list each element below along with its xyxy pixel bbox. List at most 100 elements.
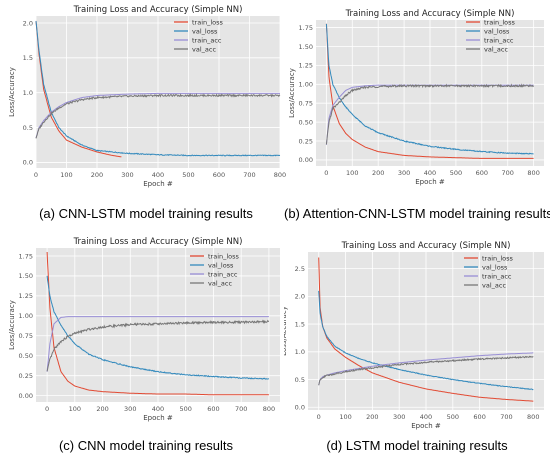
y-tick-label: 2.0	[295, 293, 305, 301]
x-tick-label: 0	[317, 413, 321, 421]
y-tick-label: 1.25	[299, 62, 313, 70]
series-line-train_loss	[46, 251, 269, 396]
y-tick-label: 0.00	[19, 392, 33, 400]
y-tick-label: 1.00	[19, 312, 33, 320]
series-line-val_acc	[318, 355, 534, 386]
x-tick-label: 500	[450, 169, 462, 177]
x-tick-label: 100	[339, 413, 351, 421]
x-tick-label: 200	[366, 413, 378, 421]
caption-b: (b) Attention-CNN-LSTM model training re…	[284, 206, 550, 221]
y-tick-label: 1.5	[23, 54, 33, 62]
series-line-val_loss	[46, 275, 269, 380]
x-tick-label: 0	[324, 169, 328, 177]
y-tick-label: 1.75	[19, 252, 33, 260]
legend-label-train_acc: train_acc	[482, 272, 512, 280]
x-tick-label: 600	[476, 169, 488, 177]
y-tick-label: 0.0	[295, 404, 305, 412]
caption-a: (a) CNN-LSTM model training results	[39, 206, 253, 221]
x-tick-label: 800	[527, 169, 539, 177]
x-tick-label: 200	[372, 169, 384, 177]
y-axis-label: Loss/Accuracy	[288, 68, 296, 118]
legend-label-train_acc: train_acc	[208, 270, 238, 278]
y-tick-label: 0.5	[23, 124, 33, 132]
series-line-val_acc	[325, 83, 534, 145]
y-tick-label: 1.50	[299, 43, 313, 51]
x-axis-label: Epoch #	[411, 422, 441, 430]
y-tick-label: 0.25	[299, 137, 313, 145]
y-tick-label: 0.00	[299, 156, 313, 164]
x-tick-label: 100	[346, 169, 358, 177]
chart-title: Training Loss and Accuracy (Simple NN)	[73, 237, 243, 247]
y-tick-label: 1.00	[299, 81, 313, 89]
chart-d: 0 100 200 300 400 500 600 700 800 0.0 0.5 1.0 1.5 2.0…	[284, 241, 544, 430]
y-tick-label: 0.75	[19, 332, 33, 340]
x-tick-label: 0	[34, 171, 38, 179]
x-tick-label: 300	[398, 169, 410, 177]
x-tick-label: 800	[274, 171, 286, 179]
series-line-val_loss	[325, 23, 534, 155]
chart-c: 0 100 200 300 400 500 600 700 800 0.00 0.25 0.50 0.7…	[8, 237, 280, 422]
panel-d: 0 100 200 300 400 500 600 700 800 0.0 0.5 1.0 1.5 2.0…	[284, 230, 550, 460]
x-tick-label: 300	[121, 171, 133, 179]
caption-c: (c) CNN model training results	[58, 438, 234, 453]
chart-title: Training Loss and Accuracy (Simple NN)	[345, 9, 515, 19]
x-tick-label: 400	[424, 169, 436, 177]
y-tick-label: 2.0	[23, 19, 33, 27]
x-tick-label: 100	[69, 405, 81, 413]
chart-title: Training Loss and Accuracy (Simple NN)	[73, 5, 243, 15]
legend-label-train_acc: train_acc	[192, 36, 222, 44]
x-axis-label: Epoch #	[143, 180, 173, 188]
y-axis-label: Loss/Accuracy	[8, 67, 16, 117]
legend-label-val_acc: val_acc	[208, 279, 232, 287]
x-tick-label: 400	[420, 413, 432, 421]
x-tick-label: 700	[243, 171, 255, 179]
caption-d: (d) LSTM model training results	[326, 438, 508, 453]
y-axis-label: Loss/Accuracy	[284, 306, 288, 356]
y-tick-label: 1.5	[295, 320, 305, 328]
x-tick-label: 500	[182, 171, 194, 179]
y-tick-label: 0.5	[295, 376, 305, 384]
legend-label-train_loss: train_loss	[484, 18, 516, 26]
x-tick-label: 800	[263, 405, 275, 413]
legend-label-train_loss: train_loss	[482, 254, 514, 262]
x-tick-label: 600	[473, 413, 485, 421]
x-axis-label: Epoch #	[143, 414, 173, 422]
legend-label-val_loss: val_loss	[484, 27, 510, 35]
legend-label-val_acc: val_acc	[482, 281, 506, 289]
legend-label-train_acc: train_acc	[484, 36, 514, 44]
y-tick-label: 1.0	[23, 89, 33, 97]
series-line-train_loss	[318, 257, 534, 402]
legend-label-val_loss: val_loss	[192, 27, 218, 35]
x-tick-label: 400	[152, 405, 164, 413]
legend-label-val_acc: val_acc	[192, 45, 216, 53]
x-tick-label: 600	[207, 405, 219, 413]
x-tick-label: 300	[393, 413, 405, 421]
x-tick-label: 600	[213, 171, 225, 179]
y-tick-label: 0.75	[299, 100, 313, 108]
series-line-val_loss	[318, 290, 534, 391]
y-tick-label: 0.25	[19, 372, 33, 380]
y-tick-label: 0.0	[23, 159, 33, 167]
series-line-train_loss	[325, 23, 534, 159]
y-axis-label: Loss/Accuracy	[8, 300, 16, 350]
x-tick-label: 700	[502, 169, 514, 177]
x-tick-label: 700	[500, 413, 512, 421]
panel-a: 0 100 200 300 400 500 600 700 800 0.0 0.5 1.0 1.5 2.0…	[4, 2, 288, 230]
y-tick-label: 1.0	[295, 348, 305, 356]
y-tick-label: 1.50	[19, 272, 33, 280]
legend-label-val_loss: val_loss	[482, 263, 508, 271]
legend-label-val_loss: val_loss	[208, 261, 234, 269]
panel-b: 0 100 200 300 400 500 600 700 800 0.00 0.25 0.50 0.7…	[284, 2, 550, 230]
x-tick-label: 400	[152, 171, 164, 179]
series-line-val_loss	[35, 21, 281, 157]
series-line-train_loss	[35, 20, 122, 158]
x-tick-label: 300	[124, 405, 136, 413]
legend-label-train_loss: train_loss	[208, 252, 240, 260]
series-line-val_acc	[46, 319, 269, 372]
legend-label-val_acc: val_acc	[484, 45, 508, 53]
x-tick-label: 700	[235, 405, 247, 413]
y-tick-label: 2.5	[295, 265, 305, 273]
chart-b: 0 100 200 300 400 500 600 700 800 0.00 0.25 0.50 0.7…	[288, 9, 544, 186]
x-tick-label: 500	[447, 413, 459, 421]
series-line-train_acc	[318, 352, 534, 386]
